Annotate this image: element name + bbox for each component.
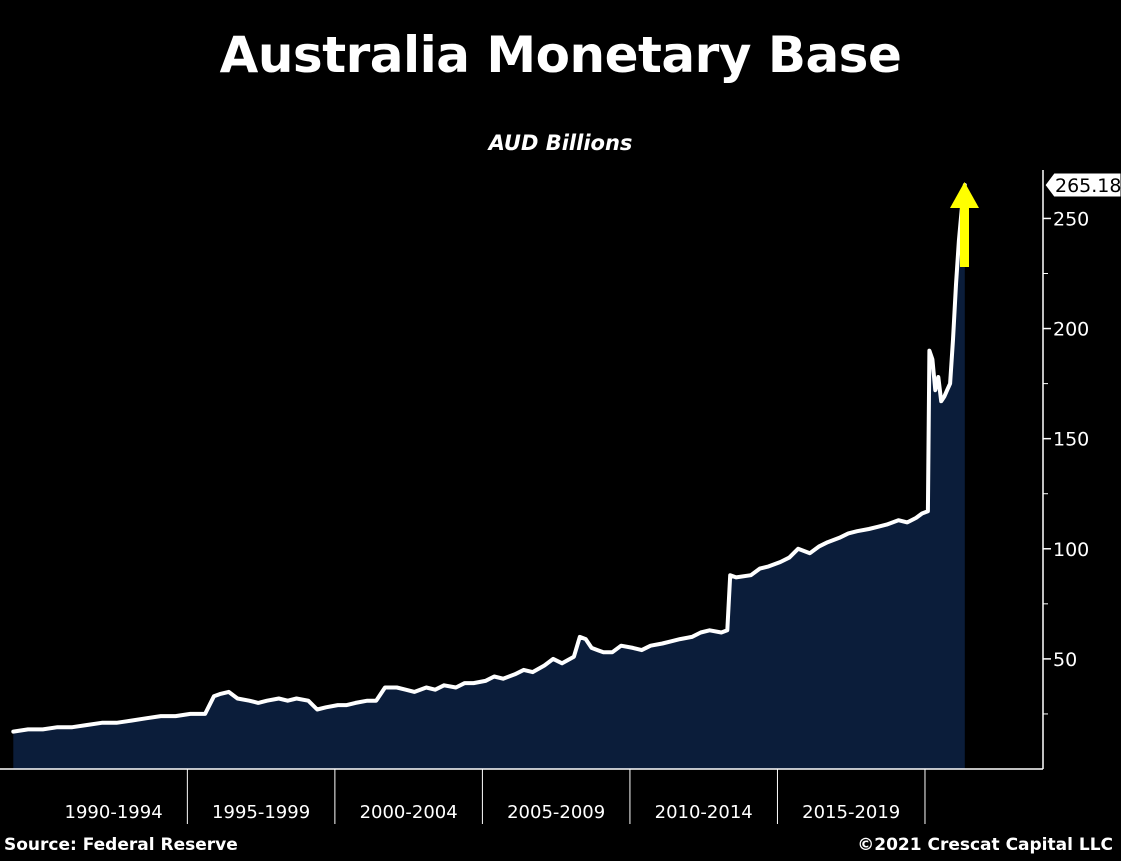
series-area — [13, 185, 965, 769]
x-tick-label: 2005-2009 — [507, 802, 605, 823]
y-tick-label: 250 — [1053, 208, 1089, 230]
series-line — [11, 183, 967, 734]
chart-subtitle: AUD Billions — [488, 131, 633, 155]
arrow-head — [950, 182, 979, 208]
last-value-label: 265.18 — [1044, 172, 1121, 198]
last-value-text: 265.18 — [1055, 175, 1121, 197]
source-note: Source: Federal Reserve — [4, 835, 238, 855]
x-tick-label: 1990-1994 — [65, 802, 163, 823]
y-tick-label: 150 — [1053, 429, 1089, 451]
arrow-shaft — [960, 205, 969, 267]
up-arrow-icon — [950, 182, 979, 267]
y-tick-label: 200 — [1053, 319, 1089, 341]
last-value-badge — [1044, 172, 1121, 198]
copyright-note: ©2021 Crescat Capital LLC — [857, 835, 1113, 855]
x-tick-label: 2015-2019 — [802, 802, 900, 823]
y-tick-label: 100 — [1053, 539, 1089, 561]
chart-title: Australia Monetary Base — [219, 26, 902, 84]
x-tick-label: 1995-1999 — [212, 802, 310, 823]
x-tick-label: 2000-2004 — [360, 802, 458, 823]
x-tick-label: 2010-2014 — [655, 802, 753, 823]
y-tick-label: 50 — [1053, 649, 1077, 671]
